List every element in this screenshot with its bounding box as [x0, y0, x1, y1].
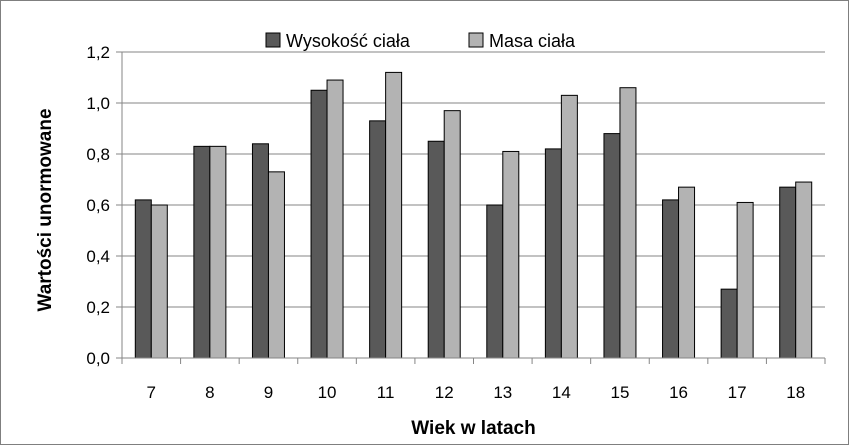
bar-wysokosc-12 — [427, 140, 445, 359]
legend-swatch-wysokosc — [265, 32, 281, 48]
bar-wysokosc-13 — [486, 204, 504, 359]
bar-wysokosc-17 — [720, 288, 738, 359]
x-tick-label: 13 — [493, 383, 512, 402]
x-tick-label: 14 — [552, 383, 571, 402]
y-tick-label: 1,2 — [86, 43, 110, 62]
tick-labels: 0,0 0,2 0,4 0,6 0,8 1,0 1,2 7 8 9 10 11 12 13 14 15 16 17… — [86, 43, 826, 402]
x-tick-label: 12 — [435, 383, 454, 402]
legend-label-masa: Masa ciała — [489, 31, 576, 51]
y-tick-label: 0,0 — [86, 349, 110, 368]
bar-masa-8 — [209, 145, 227, 359]
bar-masa-15 — [619, 87, 637, 359]
y-tick-label: 0,2 — [86, 298, 110, 317]
bar-wysokosc-18 — [779, 186, 797, 359]
bar-masa-11 — [385, 71, 403, 359]
bar-wysokosc-7 — [134, 199, 152, 359]
x-tick-label: 17 — [728, 383, 747, 402]
bar-wysokosc-14 — [544, 148, 562, 359]
y-axis-title: Wartości unormowane — [35, 108, 56, 311]
gridlines — [122, 51, 825, 308]
bar-masa-14 — [560, 94, 578, 359]
x-tick-label: 18 — [786, 383, 805, 402]
bar-masa-18 — [795, 181, 813, 359]
bar-masa-16 — [678, 186, 696, 359]
bar-wysokosc-10 — [310, 89, 328, 359]
x-tick-label: 16 — [669, 383, 688, 402]
bar-wysokosc-15 — [603, 133, 621, 359]
bar-masa-7 — [150, 204, 168, 359]
x-tick-label: 15 — [610, 383, 629, 402]
legend-label-wysokosc: Wysokość ciała — [286, 31, 411, 51]
bar-wysokosc-16 — [662, 199, 680, 359]
bar-wysokosc-8 — [193, 145, 211, 359]
y-tick-label: 0,6 — [86, 196, 110, 215]
x-tick-label: 11 — [377, 383, 395, 402]
y-tick-label: 1,0 — [86, 94, 110, 113]
y-tick-label: 0,8 — [86, 145, 110, 164]
bar-masa-13 — [502, 150, 520, 359]
bars — [134, 71, 813, 359]
x-axis-title: Wiek w latach — [411, 418, 535, 439]
bar-masa-10 — [326, 79, 344, 359]
y-tick-label: 0,4 — [86, 247, 110, 266]
legend-swatch-masa — [468, 32, 484, 48]
x-tick-label: 10 — [318, 383, 337, 402]
x-tick-label: 8 — [205, 383, 214, 402]
x-tick-label: 7 — [147, 383, 156, 402]
bar-wysokosc-9 — [251, 143, 269, 359]
x-tick-label: 9 — [264, 383, 273, 402]
bar-wysokosc-11 — [369, 120, 387, 359]
bar-masa-17 — [736, 201, 754, 359]
legend: Wysokość ciała Masa ciała — [265, 31, 576, 51]
bar-masa-9 — [267, 171, 285, 359]
bar-masa-12 — [443, 110, 461, 359]
